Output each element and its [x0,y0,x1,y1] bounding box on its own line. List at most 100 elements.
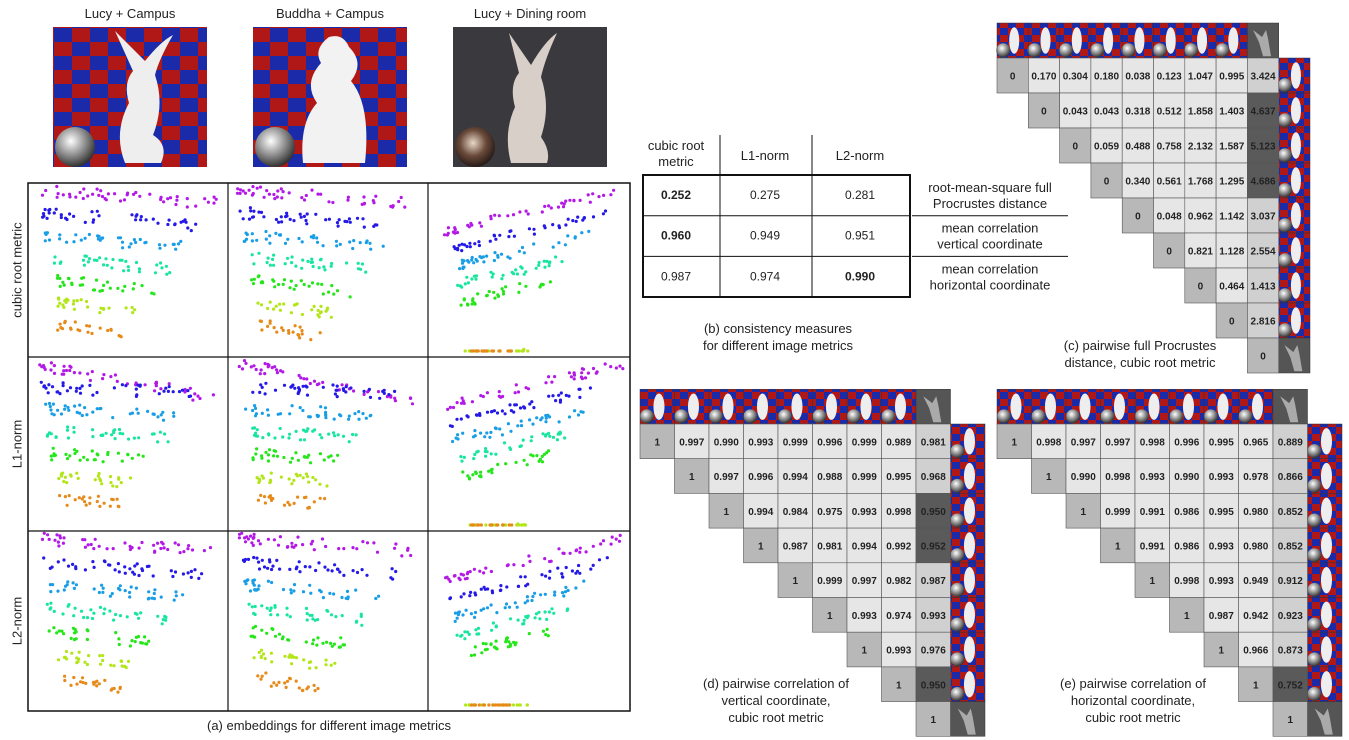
point [539,593,543,597]
cell-value: 0.995 [1219,72,1244,83]
column-thumbnail [996,389,1032,425]
point [526,599,530,603]
point [254,452,258,456]
point [581,410,585,414]
matrix-cell [1272,666,1308,702]
point [130,639,134,643]
point [185,197,189,201]
point [474,471,478,475]
point [260,456,264,460]
cell-value: 0.304 [1063,72,1088,83]
point [58,392,62,396]
point [167,218,171,222]
point [305,212,309,216]
point [116,562,120,566]
point [508,446,512,450]
point [526,212,530,216]
thumbnail-statue [963,671,975,698]
point [93,258,97,262]
thumbnail-sphere [1100,409,1115,424]
point [272,253,276,257]
point [507,605,512,609]
cell-value: 0.048 [1157,212,1182,223]
thumbnail-statue [1320,636,1332,663]
point [568,198,572,202]
point [156,614,160,618]
point [321,596,325,600]
cell-value: 0.998 [1036,437,1061,448]
point [564,393,568,397]
matrix-cell [846,423,882,460]
point [547,610,552,614]
point [111,257,115,262]
point [125,615,129,619]
point [494,452,498,456]
point [252,262,256,266]
point [256,587,260,591]
point-cloud [38,361,215,509]
point [313,689,317,693]
point [311,638,316,642]
point [156,541,160,545]
point [174,590,178,594]
point [508,617,513,621]
column-thumbnail [1169,389,1205,425]
cell-value: 0.852 [1278,541,1303,552]
point [236,187,240,191]
point [293,324,297,328]
point [369,413,373,417]
point [531,422,535,426]
point [547,261,552,265]
point [134,190,138,195]
point [278,426,282,431]
point [251,185,255,189]
point [311,539,315,543]
matrix-cell [1028,57,1060,94]
point [266,459,271,463]
point [457,243,461,247]
point [180,388,185,392]
point [478,255,482,259]
caption: (e) pairwise correlation of horizontal co… [1060,676,1206,725]
cell-value: 0.980 [1243,541,1268,552]
point [121,432,125,436]
point [187,544,191,548]
point [265,189,269,193]
point [62,372,66,376]
cell-value: 1.047 [1188,72,1213,83]
point [110,592,114,596]
cell-value: 5.123 [1251,142,1276,153]
point [340,595,344,600]
point [513,601,517,605]
point [108,504,112,508]
point [107,306,111,310]
cell-value: 0.993 [886,646,911,657]
cell-value: 1 [930,715,936,726]
point [90,449,94,453]
point [252,578,256,582]
point [262,565,267,569]
matrix-cell [1203,458,1239,494]
point [120,664,124,668]
point [102,501,106,505]
point [564,585,568,590]
point [75,471,79,475]
point [468,594,472,598]
thumbnail-sphere [812,409,827,424]
row-thumbnail [1307,562,1343,598]
row-thumbnail [950,423,986,459]
point [477,240,481,244]
caption: (d) pairwise correlation of vertical coor… [703,676,849,725]
point [551,223,555,227]
point [479,431,483,435]
thumbnail-sphere [1307,582,1322,597]
point [287,477,291,481]
point [202,549,206,553]
point [256,539,261,543]
point [74,195,78,199]
cell-value: 0.992 [886,541,911,552]
point [543,265,547,269]
point [451,405,456,410]
point [330,644,334,648]
point [74,583,78,587]
